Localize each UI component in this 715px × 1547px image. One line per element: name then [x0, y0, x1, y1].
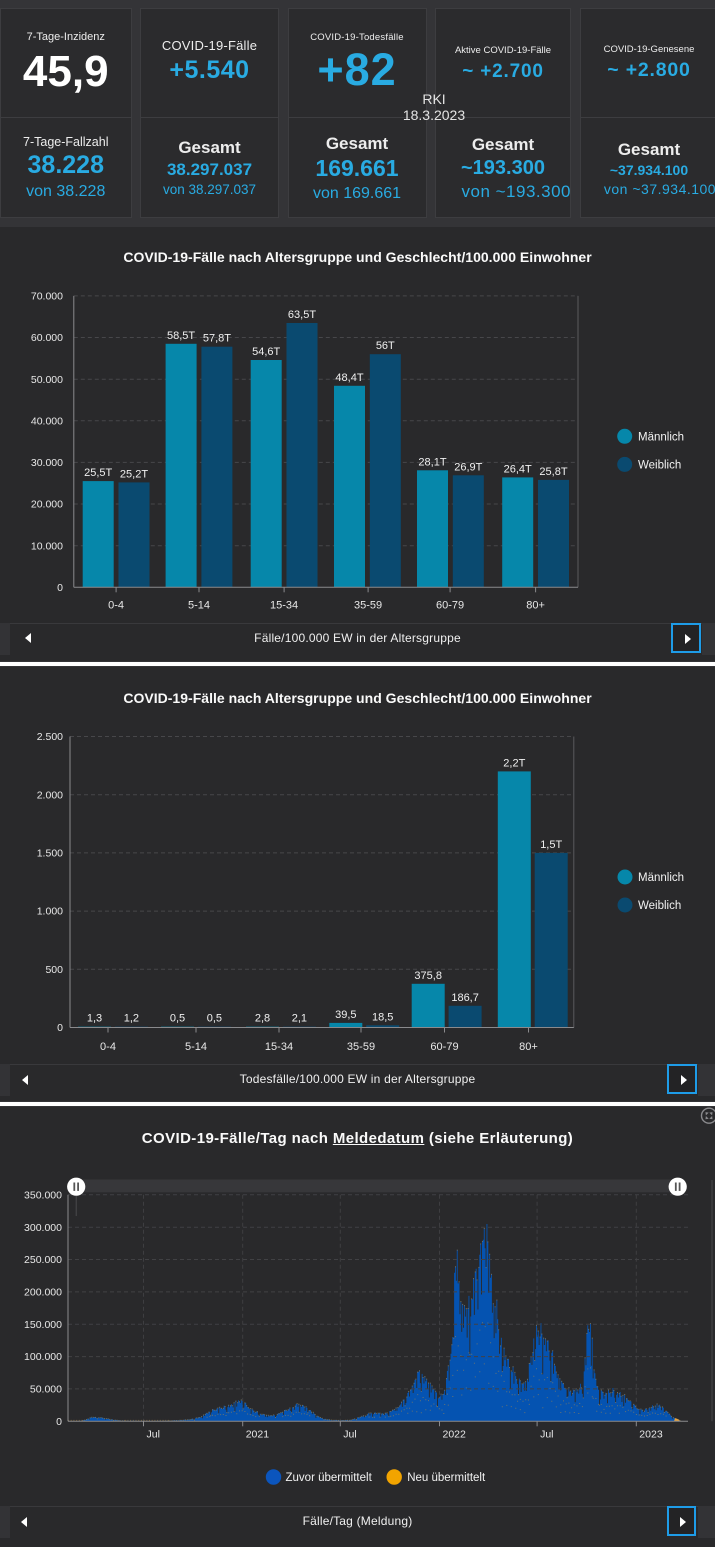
svg-text:0-4: 0-4 — [108, 600, 124, 612]
svg-text:Männlich: Männlich — [638, 431, 684, 443]
svg-text:60-79: 60-79 — [436, 600, 464, 612]
svg-text:63,5T: 63,5T — [288, 309, 316, 321]
svg-text:2023: 2023 — [639, 1429, 663, 1441]
svg-text:26,9T: 26,9T — [454, 461, 482, 473]
svg-text:50.000: 50.000 — [31, 374, 63, 386]
svg-text:70.000: 70.000 — [31, 291, 63, 303]
svg-text:2021: 2021 — [246, 1429, 270, 1441]
svg-text:54,6T: 54,6T — [252, 346, 280, 358]
svg-text:Weiblich: Weiblich — [638, 900, 681, 912]
svg-text:80+: 80+ — [526, 600, 545, 612]
svg-text:28,1T: 28,1T — [418, 456, 446, 468]
svg-text:250.000: 250.000 — [24, 1254, 62, 1266]
svg-text:150.000: 150.000 — [24, 1319, 62, 1331]
svg-text:0,5: 0,5 — [170, 1013, 185, 1025]
svg-text:39,5: 39,5 — [335, 1009, 356, 1021]
svg-text:500: 500 — [45, 964, 63, 976]
svg-text:5-14: 5-14 — [185, 1041, 207, 1053]
svg-text:1,2: 1,2 — [124, 1013, 139, 1025]
svg-text:2.000: 2.000 — [37, 789, 63, 801]
svg-text:60.000: 60.000 — [31, 332, 63, 344]
svg-text:0,5: 0,5 — [207, 1013, 222, 1025]
svg-text:15-34: 15-34 — [270, 600, 298, 612]
svg-text:58,5T: 58,5T — [167, 330, 195, 342]
svg-text:Männlich: Männlich — [638, 872, 684, 884]
svg-text:1.000: 1.000 — [37, 906, 63, 918]
svg-text:50.000: 50.000 — [30, 1384, 62, 1396]
svg-text:5-14: 5-14 — [188, 600, 210, 612]
svg-text:80+: 80+ — [519, 1041, 538, 1053]
svg-text:Jul: Jul — [343, 1429, 356, 1441]
svg-text:350.000: 350.000 — [24, 1189, 62, 1201]
svg-text:0-4: 0-4 — [100, 1041, 116, 1053]
svg-text:25,2T: 25,2T — [120, 468, 148, 480]
svg-text:Weiblich: Weiblich — [638, 459, 681, 471]
svg-text:25,5T: 25,5T — [84, 467, 112, 479]
svg-text:300.000: 300.000 — [24, 1222, 62, 1234]
svg-text:1,5T: 1,5T — [540, 839, 562, 851]
svg-text:18,5: 18,5 — [372, 1011, 393, 1023]
svg-text:15-34: 15-34 — [265, 1041, 293, 1053]
svg-text:2,1: 2,1 — [292, 1013, 307, 1025]
svg-text:Jul: Jul — [147, 1429, 160, 1441]
svg-text:2.500: 2.500 — [37, 731, 63, 743]
svg-text:57,8T: 57,8T — [203, 333, 231, 345]
svg-text:20.000: 20.000 — [31, 499, 63, 511]
svg-text:100.000: 100.000 — [24, 1351, 62, 1363]
svg-text:Zuvor übermittelt: Zuvor übermittelt — [286, 1472, 373, 1484]
svg-text:Jul: Jul — [540, 1429, 553, 1441]
svg-text:2,2T: 2,2T — [503, 757, 525, 769]
svg-text:1,3: 1,3 — [87, 1013, 102, 1025]
svg-text:2022: 2022 — [443, 1429, 467, 1441]
svg-text:200.000: 200.000 — [24, 1286, 62, 1298]
svg-text:35-59: 35-59 — [347, 1041, 375, 1053]
svg-text:375,8: 375,8 — [414, 970, 442, 982]
svg-text:26,4T: 26,4T — [504, 463, 532, 475]
svg-text:48,4T: 48,4T — [335, 372, 363, 384]
svg-text:35-59: 35-59 — [354, 600, 382, 612]
svg-text:56T: 56T — [376, 340, 395, 352]
svg-text:30.000: 30.000 — [31, 457, 63, 469]
svg-text:10.000: 10.000 — [31, 540, 63, 552]
svg-text:Neu übermittelt: Neu übermittelt — [407, 1472, 486, 1484]
svg-text:0: 0 — [57, 1022, 63, 1034]
svg-text:60-79: 60-79 — [430, 1041, 458, 1053]
svg-text:25,8T: 25,8T — [539, 466, 567, 478]
svg-text:186,7: 186,7 — [451, 992, 479, 1004]
svg-text:1.500: 1.500 — [37, 848, 63, 860]
svg-text:40.000: 40.000 — [31, 415, 63, 427]
svg-text:0: 0 — [57, 582, 63, 594]
svg-text:0: 0 — [56, 1416, 62, 1428]
svg-text:2,8: 2,8 — [255, 1013, 270, 1025]
